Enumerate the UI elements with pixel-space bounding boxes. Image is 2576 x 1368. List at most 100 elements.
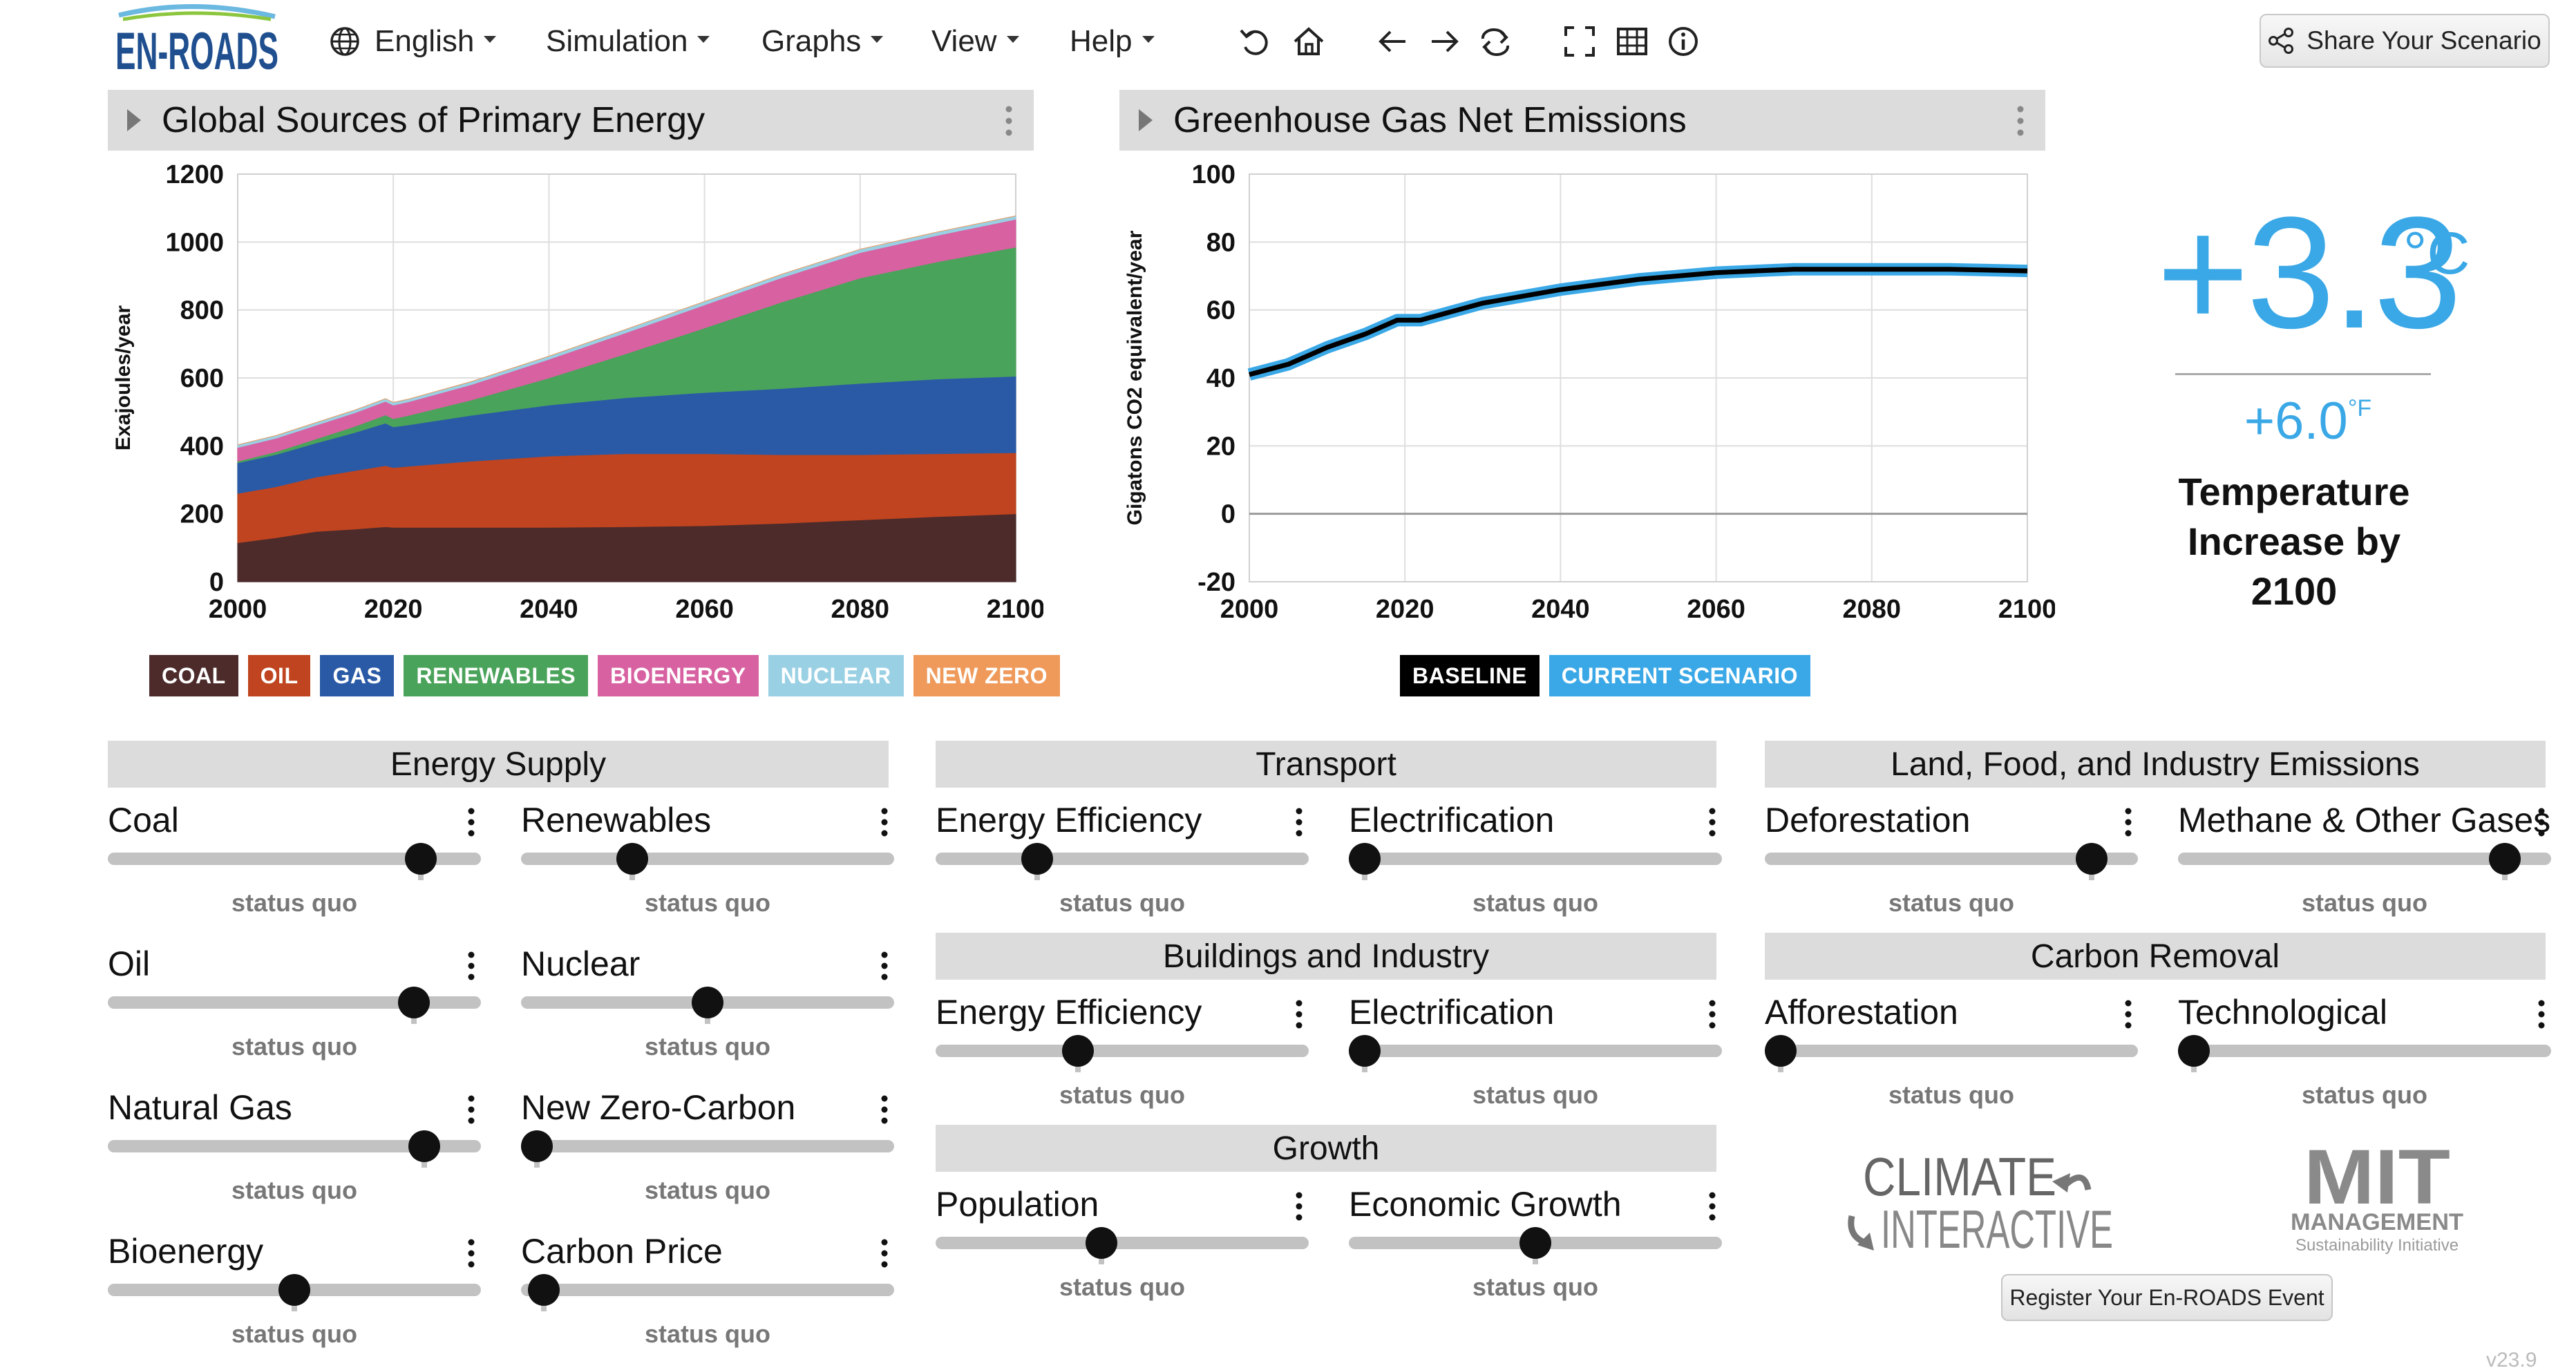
slider-track[interactable] xyxy=(936,1045,1309,1057)
kebab-menu-icon[interactable] xyxy=(467,807,475,837)
mit-management-logo[interactable]: MIT MANAGEMENT Sustainability Initiative xyxy=(2266,1140,2488,1257)
slider-handle[interactable] xyxy=(1519,1227,1551,1259)
view-menu[interactable]: View xyxy=(931,21,1019,62)
slider-handle[interactable] xyxy=(1349,1035,1381,1067)
legend-item-nuclear[interactable]: NUCLEAR xyxy=(768,655,904,696)
slider-label[interactable]: Population xyxy=(936,1185,1099,1224)
kebab-menu-icon[interactable] xyxy=(467,1238,475,1269)
kebab-menu-icon[interactable] xyxy=(2016,105,2025,137)
graphs-menu[interactable]: Graphs xyxy=(761,21,884,62)
kebab-menu-icon[interactable] xyxy=(880,1238,889,1269)
slider-track[interactable] xyxy=(936,853,1309,865)
slider-track[interactable] xyxy=(1349,853,1722,865)
kebab-menu-icon[interactable] xyxy=(2124,999,2132,1029)
slider-label[interactable]: Carbon Price xyxy=(521,1232,723,1271)
slider-label[interactable]: Nuclear xyxy=(521,944,641,983)
legend-item-coal[interactable]: COAL xyxy=(149,655,238,696)
slider-label[interactable]: Renewables xyxy=(521,801,712,839)
slider-track[interactable] xyxy=(521,1140,894,1152)
help-menu[interactable]: Help xyxy=(1070,21,1155,62)
slider-label[interactable]: Technological xyxy=(2178,993,2387,1032)
language-menu[interactable]: English xyxy=(329,21,497,62)
kebab-menu-icon[interactable] xyxy=(1005,105,1013,137)
slider-handle[interactable] xyxy=(398,987,430,1018)
share-scenario-button[interactable]: Share Your Scenario xyxy=(2260,14,2550,68)
slider-track[interactable] xyxy=(521,853,894,865)
legend-item-oil[interactable]: OIL xyxy=(247,655,311,696)
kebab-menu-icon[interactable] xyxy=(1708,999,1716,1029)
slider-handle[interactable] xyxy=(1021,843,1053,875)
kebab-menu-icon[interactable] xyxy=(1295,1191,1303,1222)
climate-interactive-logo[interactable]: CLIMATE INTERACTIVE xyxy=(1845,1147,2121,1257)
slider-track[interactable] xyxy=(1349,1045,1722,1057)
kebab-menu-icon[interactable] xyxy=(1295,999,1303,1029)
slider-label[interactable]: Natural Gas xyxy=(108,1088,292,1127)
slider-label[interactable]: Electrification xyxy=(1349,993,1555,1032)
kebab-menu-icon[interactable] xyxy=(1708,807,1716,837)
kebab-menu-icon[interactable] xyxy=(1708,1191,1716,1222)
legend-item-bioenergy[interactable]: BIOENERGY xyxy=(598,655,759,696)
slider-track[interactable] xyxy=(2178,1045,2551,1057)
kebab-menu-icon[interactable] xyxy=(467,1094,475,1125)
slider-label[interactable]: Coal xyxy=(108,801,179,839)
slider-track[interactable] xyxy=(521,1284,894,1296)
slider-handle[interactable] xyxy=(408,1130,440,1162)
slider-track[interactable] xyxy=(1765,1045,2138,1057)
slider-label[interactable]: Methane & Other Gases xyxy=(2178,801,2551,839)
slider-label[interactable]: Electrification xyxy=(1349,801,1555,839)
expand-triangle-icon[interactable] xyxy=(127,109,141,131)
slider-label[interactable]: Bioenergy xyxy=(108,1232,264,1271)
slider-handle[interactable] xyxy=(1349,843,1381,875)
slider-handle[interactable] xyxy=(278,1274,310,1306)
refresh-icon[interactable] xyxy=(1476,22,1515,61)
legend-item-renewables[interactable]: RENEWABLES xyxy=(404,655,589,696)
forward-arrow-icon[interactable] xyxy=(1425,22,1464,61)
slider-handle[interactable] xyxy=(1086,1227,1117,1259)
kebab-menu-icon[interactable] xyxy=(1295,807,1303,837)
slider-track[interactable] xyxy=(108,853,481,865)
home-icon[interactable] xyxy=(1289,22,1328,61)
slider-handle[interactable] xyxy=(521,1130,553,1162)
simulation-menu[interactable]: Simulation xyxy=(546,21,710,62)
slider-handle[interactable] xyxy=(528,1274,560,1306)
slider-handle[interactable] xyxy=(405,843,437,875)
slider-label[interactable]: New Zero-Carbon xyxy=(521,1088,796,1127)
en-roads-logo[interactable]: EN-ROADS xyxy=(111,3,283,81)
slider-track[interactable] xyxy=(108,996,481,1009)
slider-label[interactable]: Deforestation xyxy=(1765,801,1971,839)
register-event-button[interactable]: Register Your En-ROADS Event xyxy=(2001,1274,2333,1321)
legend-item-new-zero[interactable]: NEW ZERO xyxy=(913,655,1061,696)
slider-track[interactable] xyxy=(1765,853,2138,865)
kebab-menu-icon[interactable] xyxy=(2124,807,2132,837)
grid-icon[interactable] xyxy=(1613,22,1651,61)
slider-label[interactable]: Afforestation xyxy=(1765,993,1958,1032)
info-icon[interactable] xyxy=(1664,22,1703,61)
slider-label[interactable]: Energy Efficiency xyxy=(936,993,1202,1032)
slider-handle[interactable] xyxy=(616,843,648,875)
slider-handle[interactable] xyxy=(2178,1035,2210,1067)
expand-triangle-icon[interactable] xyxy=(1139,109,1153,131)
slider-handle[interactable] xyxy=(2076,843,2108,875)
legend-item-gas[interactable]: GAS xyxy=(320,655,395,696)
slider-track[interactable] xyxy=(108,1140,481,1152)
slider-label[interactable]: Economic Growth xyxy=(1349,1185,1622,1224)
kebab-menu-icon[interactable] xyxy=(2537,807,2546,837)
graph-header-primary-energy[interactable]: Global Sources of Primary Energy xyxy=(108,90,1034,151)
kebab-menu-icon[interactable] xyxy=(880,951,889,981)
slider-track[interactable] xyxy=(2178,853,2551,865)
slider-handle[interactable] xyxy=(692,987,723,1018)
back-arrow-icon[interactable] xyxy=(1374,22,1412,61)
slider-handle[interactable] xyxy=(1062,1035,1094,1067)
kebab-menu-icon[interactable] xyxy=(880,1094,889,1125)
kebab-menu-icon[interactable] xyxy=(880,807,889,837)
undo-icon[interactable] xyxy=(1235,22,1274,61)
slider-handle[interactable] xyxy=(2489,843,2521,875)
legend-item-current-scenario[interactable]: CURRENT SCENARIO xyxy=(1549,655,1811,696)
legend-item-baseline[interactable]: BASELINE xyxy=(1400,655,1540,696)
graph-header-emissions[interactable]: Greenhouse Gas Net Emissions xyxy=(1119,90,2045,151)
kebab-menu-icon[interactable] xyxy=(2537,999,2546,1029)
slider-label[interactable]: Energy Efficiency xyxy=(936,801,1202,839)
kebab-menu-icon[interactable] xyxy=(467,951,475,981)
slider-handle[interactable] xyxy=(1765,1035,1797,1067)
slider-label[interactable]: Oil xyxy=(108,944,151,983)
